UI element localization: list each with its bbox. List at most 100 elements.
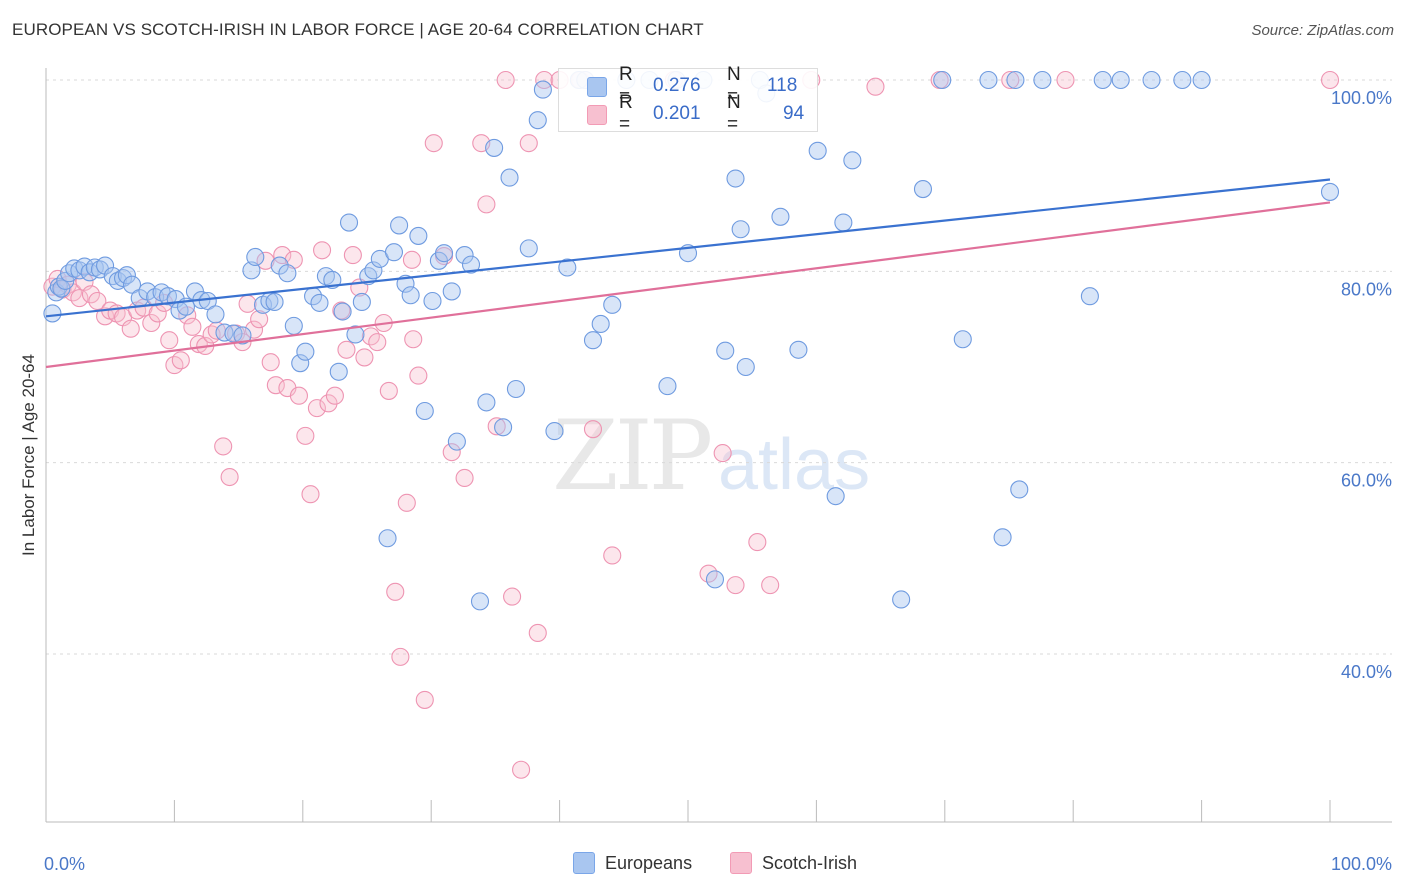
europeans-point (834, 213, 853, 232)
europeans-point (726, 169, 745, 188)
scotch-irish-point (343, 246, 362, 265)
legend-r-label: R = (619, 64, 633, 107)
europeans-point (43, 304, 62, 323)
europeans-point (122, 275, 142, 294)
europeans-point (80, 263, 99, 282)
scotch-irish-point (48, 269, 67, 289)
europeans-point (246, 247, 265, 267)
watermark-atlas: atlas (718, 425, 871, 505)
scotch-irish-point (1056, 70, 1075, 90)
legend-n-value: 118 (767, 75, 798, 96)
europeans-point (705, 570, 725, 589)
legend-item-europeans[interactable]: Europeans (573, 852, 692, 874)
scotch-irish-point (171, 351, 190, 370)
scotch-irish-point (96, 307, 115, 326)
legend-n-label: N = (727, 64, 741, 107)
scotch-irish-point (368, 333, 387, 352)
europeans-point (409, 226, 428, 245)
europeans-point (1010, 480, 1029, 499)
europeans-point (892, 590, 911, 609)
legend-label-scotch-irish: Scotch-Irish (762, 852, 858, 873)
scotch-irish-point (266, 376, 285, 395)
scotch-irish-point (455, 468, 474, 488)
europeans-point (352, 292, 371, 311)
scotch-irish-point (355, 348, 374, 367)
europeans-point (60, 264, 79, 283)
x-tick-label: 100.0% (1331, 854, 1392, 874)
scotch-irish-point (238, 294, 257, 313)
scotch-irish-point (519, 134, 538, 153)
legend-label-europeans: Europeans (605, 852, 693, 873)
scotch-irish-point (503, 587, 522, 606)
stats-legend: R = 0.276 N = 118 R = 0.201 N = 94 (558, 64, 818, 135)
europeans-point (265, 292, 284, 311)
scotch-irish-point (1320, 70, 1340, 90)
scotch-irish-point (1001, 70, 1020, 90)
scotch-irish-point (307, 399, 326, 418)
scotch-irish-point (142, 313, 161, 333)
legend-item-scotch-irish[interactable]: Scotch-Irish (730, 852, 857, 874)
europeans-point (583, 331, 603, 350)
europeans-point (500, 168, 519, 187)
europeans-point (296, 342, 315, 361)
scotch-irish-point (415, 690, 434, 709)
scotch-irish-point (603, 546, 622, 565)
europeans-point (1080, 287, 1099, 306)
europeans-point (789, 340, 808, 359)
scotch-irish-point (583, 420, 603, 439)
scotch-irish-point (313, 241, 332, 260)
europeans-point (519, 239, 538, 258)
europeans-point (826, 487, 845, 506)
europeans-point (108, 271, 127, 290)
scotch-irish-point (325, 386, 344, 405)
scotch-irish-point (289, 386, 308, 405)
europeans-point (913, 180, 933, 199)
europeans-point (284, 316, 303, 335)
europeans-point (1006, 70, 1025, 90)
europeans-point (470, 592, 490, 611)
scotch-irish-point (319, 394, 338, 413)
europeans-point (96, 256, 115, 275)
legend-r-value: 0.276 (653, 75, 701, 96)
x-tick-label: 0.0% (44, 854, 85, 874)
europeans-point (329, 362, 348, 381)
scotch-irish-trend-line (45, 201, 1331, 369)
europeans-point (117, 266, 136, 285)
scotch-irish-point (332, 301, 351, 320)
europeans-point (485, 138, 504, 157)
scotch-irish-point (726, 576, 745, 595)
legend-swatch-europeans (573, 852, 595, 874)
europeans-point (1033, 70, 1052, 90)
legend-swatch-scotch-irish (587, 105, 607, 125)
europeans-point (979, 70, 998, 90)
y-tick-label: 60.0% (1341, 471, 1392, 491)
europeans-point (461, 255, 481, 274)
scotch-irish-point (121, 319, 140, 338)
europeans-point (808, 141, 827, 160)
scotch-irish-point (70, 289, 89, 308)
legend-n-value: 94 (783, 103, 805, 124)
scotch-irish-point (183, 317, 202, 336)
europeans-point (384, 243, 404, 262)
europeans-point (1320, 182, 1340, 201)
europeans-point (447, 432, 466, 451)
europeans-point (233, 326, 252, 345)
scotch-irish-point (528, 623, 547, 643)
europeans-trend-line (45, 178, 1331, 318)
legend-r-label: R = (619, 92, 633, 135)
europeans-point (603, 295, 622, 314)
europeans-point (378, 529, 397, 548)
europeans-point (731, 220, 750, 239)
scotch-irish-point (512, 760, 531, 779)
europeans-point (545, 422, 564, 441)
europeans-point (993, 528, 1012, 547)
scotch-irish-point (402, 250, 421, 269)
europeans-point (346, 325, 365, 344)
scotch-irish-point (81, 285, 100, 304)
legend-swatch-europeans (587, 77, 607, 97)
europeans-point (359, 267, 378, 286)
scotch-irish-point (442, 443, 461, 462)
europeans-point (364, 261, 383, 280)
scotch-irish-point (214, 437, 233, 456)
